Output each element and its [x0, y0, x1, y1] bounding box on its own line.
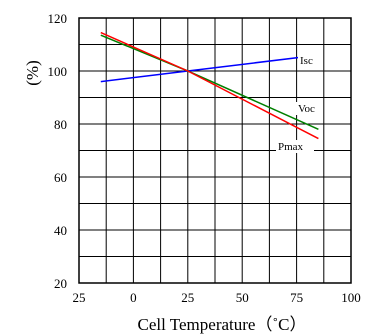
y-axis-ticks: 20 40 60 80 100 120 — [48, 11, 68, 291]
x-tick-label: 0 — [130, 290, 137, 305]
series-lines — [100, 31, 319, 140]
x-axis-title: Cell Temperature（˚C） — [138, 315, 307, 334]
x-axis-ticks: 25 0 25 50 75 100 — [73, 290, 361, 305]
series-line-pmax — [100, 31, 319, 140]
y-axis-title: (%) — [23, 60, 42, 85]
isc-label-box — [298, 54, 322, 67]
voc-label-box — [296, 102, 322, 115]
y-tick-label: 100 — [48, 64, 68, 79]
x-tick-label: 100 — [341, 290, 361, 305]
plot-frame — [78, 17, 352, 284]
series-label-pmax: Pmax — [278, 141, 304, 153]
x-tick-label: 25 — [73, 290, 86, 305]
y-tick-label: 60 — [54, 170, 67, 185]
x-tick-label: 50 — [236, 290, 249, 305]
y-tick-label: 80 — [54, 117, 67, 132]
x-tick-label: 25 — [181, 290, 194, 305]
series-label-voc: Voc — [298, 103, 315, 115]
y-tick-label: 40 — [54, 223, 67, 238]
pmax-label-box — [276, 140, 314, 153]
series-label-isc: Isc — [300, 55, 313, 67]
y-tick-label: 120 — [48, 11, 68, 26]
y-tick-label: 20 — [54, 276, 67, 291]
x-tick-label: 75 — [290, 290, 303, 305]
grid — [79, 18, 351, 283]
